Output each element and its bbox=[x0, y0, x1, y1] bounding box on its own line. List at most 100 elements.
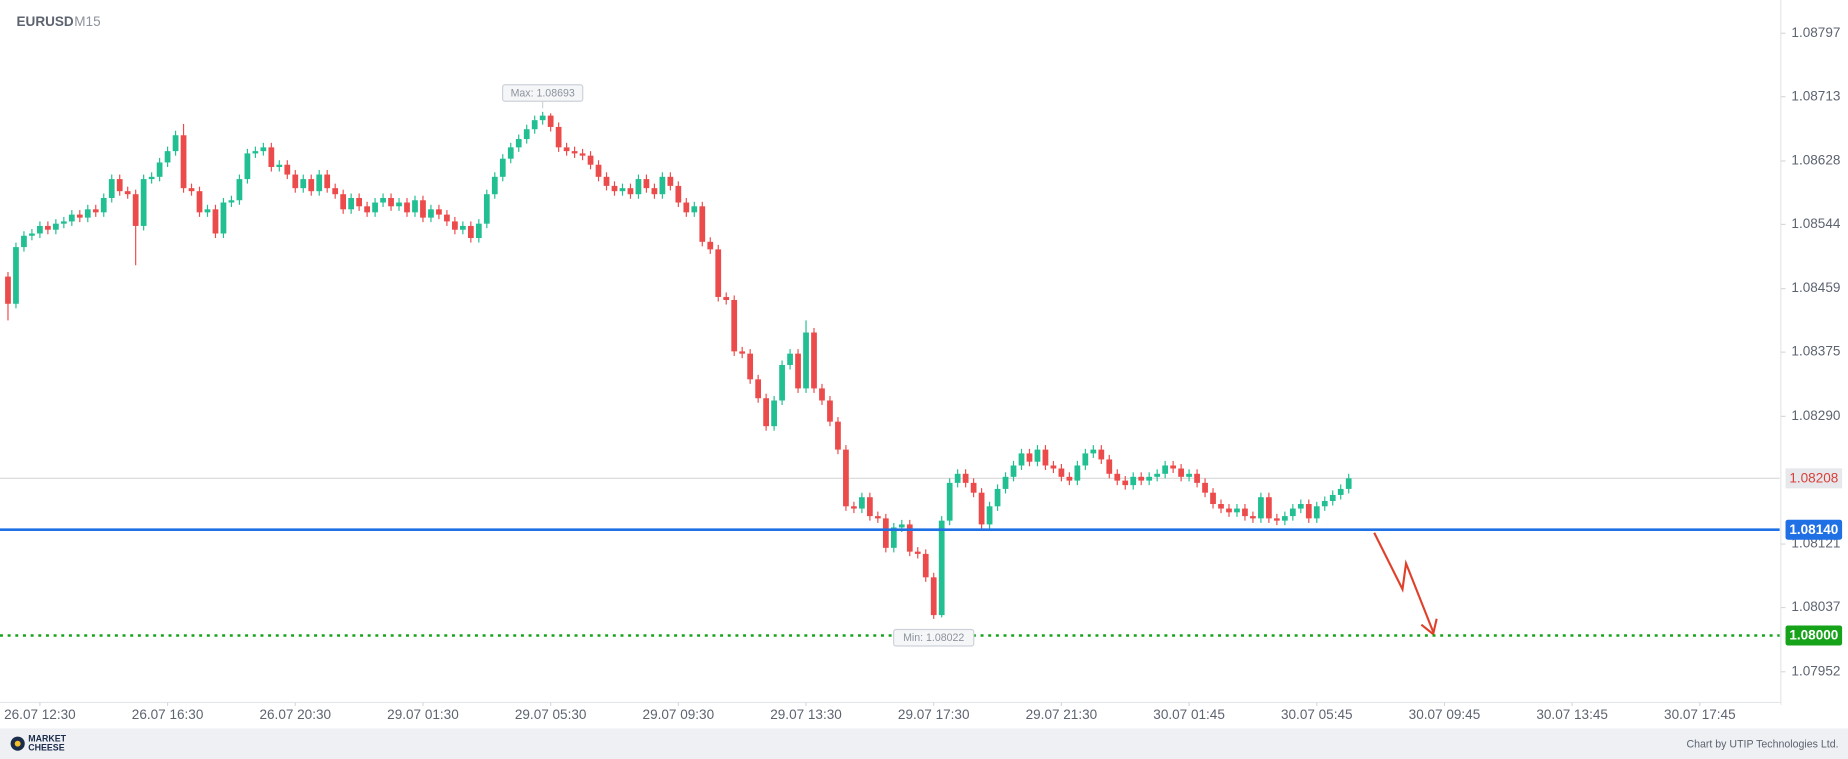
x-tick-label: 30.07 13:45 bbox=[1536, 707, 1608, 722]
candle-body bbox=[1002, 476, 1009, 489]
candle-body bbox=[308, 179, 315, 192]
y-tick-label: 1.08290 bbox=[1791, 408, 1840, 423]
candle-body bbox=[747, 353, 754, 380]
candle-body bbox=[212, 209, 219, 234]
candle-body bbox=[13, 247, 19, 304]
candle-body bbox=[1345, 478, 1352, 489]
candle-body bbox=[1098, 449, 1105, 460]
candle-body bbox=[1266, 497, 1272, 519]
candle-body bbox=[1042, 449, 1049, 466]
x-tick-label: 29.07 17:30 bbox=[898, 707, 970, 722]
candle-body bbox=[1178, 468, 1184, 477]
candle-body bbox=[37, 225, 43, 234]
y-tick-label: 1.08797 bbox=[1791, 25, 1840, 40]
logo-text: CHEESE bbox=[28, 743, 64, 753]
candle-body bbox=[1234, 508, 1240, 513]
candle-body bbox=[1050, 465, 1057, 469]
candle-body bbox=[1250, 516, 1256, 519]
candle-body bbox=[1210, 492, 1216, 505]
candle-body bbox=[332, 188, 339, 195]
candle-body bbox=[787, 353, 793, 365]
candle-body bbox=[731, 299, 738, 352]
candle-body bbox=[675, 185, 682, 203]
candle-body bbox=[843, 449, 849, 507]
y-tick-label: 1.08544 bbox=[1791, 216, 1840, 231]
candle-body bbox=[60, 221, 67, 224]
candle-body bbox=[946, 482, 953, 521]
candle-body bbox=[994, 488, 1001, 507]
candle-body bbox=[914, 551, 921, 554]
candle-body bbox=[707, 241, 714, 250]
logo-icon-dot bbox=[14, 740, 21, 747]
candle-body bbox=[531, 120, 538, 130]
candle-body bbox=[970, 482, 977, 493]
x-tick-label: 29.07 01:30 bbox=[387, 707, 459, 722]
candle-body bbox=[659, 176, 666, 195]
candle-body bbox=[84, 209, 91, 218]
candle-body bbox=[523, 129, 530, 140]
x-tick-label: 29.07 05:30 bbox=[515, 707, 587, 722]
candle-body bbox=[723, 296, 730, 300]
candle-body bbox=[340, 194, 347, 210]
candle-body bbox=[1289, 508, 1296, 517]
candle-body bbox=[978, 492, 985, 525]
candle-body bbox=[1281, 516, 1288, 521]
x-tick-label: 30.07 01:45 bbox=[1153, 707, 1225, 722]
arrow-line bbox=[1373, 532, 1435, 633]
candle-body bbox=[284, 164, 291, 175]
candle-body bbox=[611, 185, 618, 192]
candle-body bbox=[683, 202, 690, 213]
x-tick-label: 29.07 21:30 bbox=[1026, 707, 1098, 722]
candle-body bbox=[1297, 504, 1304, 509]
min-label: Min: 1.08022 bbox=[903, 632, 964, 644]
candle-body bbox=[452, 221, 458, 230]
x-tick-label: 26.07 20:30 bbox=[259, 707, 331, 722]
candle-body bbox=[1154, 473, 1161, 477]
candle-body bbox=[555, 126, 562, 148]
candle-body bbox=[228, 200, 235, 203]
candle-body bbox=[835, 421, 841, 450]
candle-body bbox=[1018, 453, 1025, 466]
candle-body bbox=[132, 194, 139, 226]
candle-body bbox=[260, 147, 267, 152]
current-price-box bbox=[1785, 468, 1843, 489]
candle-body bbox=[499, 158, 506, 177]
candle-body bbox=[1146, 476, 1153, 481]
candle-body bbox=[1274, 518, 1280, 521]
candle-body bbox=[356, 197, 362, 207]
candle-body bbox=[1313, 506, 1320, 519]
candle-body bbox=[986, 506, 993, 525]
candle-body bbox=[1194, 473, 1200, 483]
x-tick-label: 26.07 12:30 bbox=[4, 707, 76, 722]
candle-body bbox=[739, 351, 746, 354]
candle-body bbox=[196, 191, 203, 213]
candle-body bbox=[1138, 476, 1145, 481]
max-label: Max: 1.08693 bbox=[511, 87, 575, 99]
candle-body bbox=[803, 332, 809, 389]
candle-body bbox=[1058, 468, 1065, 477]
candle-body bbox=[1321, 501, 1328, 507]
candle-body bbox=[882, 518, 889, 548]
candle-body bbox=[563, 147, 570, 152]
candle-body bbox=[172, 135, 179, 152]
candle-body bbox=[1305, 504, 1312, 519]
candle-body bbox=[962, 473, 969, 483]
candle-body bbox=[1010, 465, 1017, 477]
candle-body bbox=[396, 202, 402, 207]
candle-body bbox=[715, 249, 722, 297]
candle-body bbox=[404, 202, 410, 213]
candle-body bbox=[52, 223, 59, 230]
candle-body bbox=[436, 209, 442, 215]
candle-body bbox=[92, 209, 99, 213]
candle-body bbox=[188, 188, 195, 192]
candle-body bbox=[515, 139, 522, 148]
candle-body bbox=[1329, 494, 1336, 502]
candle-body bbox=[898, 524, 905, 528]
candle-body bbox=[603, 176, 610, 186]
candle-body bbox=[108, 179, 115, 198]
x-tick-label: 29.07 13:30 bbox=[770, 707, 842, 722]
candle-body bbox=[29, 233, 35, 236]
candles bbox=[5, 111, 1352, 619]
